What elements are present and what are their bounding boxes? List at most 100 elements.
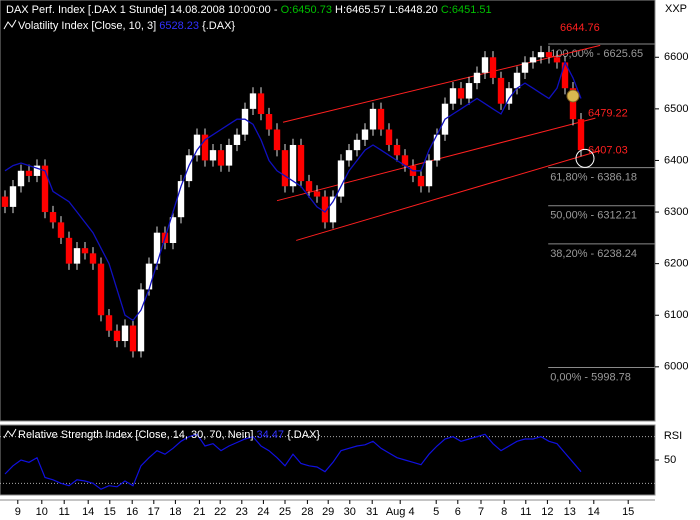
x-tick-label: 28 — [301, 506, 313, 518]
title-hl: H:6465.57 L:6448.20 — [335, 4, 438, 16]
candle-body — [313, 191, 321, 197]
candle-body — [401, 155, 409, 166]
candle-body — [217, 150, 225, 166]
x-tick-label: 15 — [104, 506, 116, 518]
fib-label: 0,00% - 5998.78 — [550, 371, 631, 383]
candle-body — [249, 93, 257, 109]
legend-icon — [3, 19, 17, 30]
candle-body — [569, 88, 577, 120]
price-marker: 6407.03 — [588, 145, 628, 157]
plot-layer: 6000 6100 6200 6300 6400 6500 6600 9 10 11 14 15 16 1… — [0, 22, 688, 518]
candle-body — [73, 248, 81, 264]
candle-body — [169, 217, 177, 244]
candle-body — [153, 232, 161, 264]
x-tick-label: 29 — [322, 506, 334, 518]
rsi-value: 34.47 — [256, 429, 284, 441]
price-marker: 6644.76 — [560, 22, 600, 34]
x-tick-label: 14 — [82, 506, 94, 518]
price-marker: 6479.22 — [588, 107, 628, 119]
candle-body — [481, 57, 489, 73]
candle-body — [377, 108, 385, 130]
candle-body — [241, 108, 249, 135]
legend-name: Volatility Index [Close, 10, 3] — [18, 20, 156, 32]
candle-body — [129, 325, 137, 352]
candle-body — [289, 144, 297, 187]
candle-body — [361, 129, 369, 140]
y-tick-label: 6500 — [664, 103, 688, 115]
fib-label: 61,80% - 6386.18 — [550, 171, 637, 183]
candle-body — [329, 196, 337, 223]
x-tick-label: 24 — [257, 506, 269, 518]
fib-label: 100,00% - 6625.65 — [550, 48, 643, 60]
candle-body — [89, 253, 97, 264]
candle-body — [1, 196, 9, 207]
y-tick-label: 6000 — [664, 361, 688, 373]
y-tick-label: 6600 — [664, 51, 688, 63]
fib-label: 50,00% - 6312.21 — [550, 210, 637, 222]
candle-body — [233, 134, 241, 145]
x-tick-label: 8 — [501, 506, 507, 518]
volatility-line — [4, 60, 582, 322]
candle-body — [393, 144, 401, 156]
x-tick-label: 5 — [433, 506, 439, 518]
x-tick-label: 13 — [564, 506, 576, 518]
x-tick-label: 16 — [126, 506, 138, 518]
candle-body — [345, 150, 353, 161]
main-title: DAX Perf. Index [.DAX 1 Stunde] 14.08.20… — [6, 4, 492, 16]
marker — [575, 148, 595, 168]
candle-body — [297, 144, 305, 182]
x-tick-label: 10 — [36, 506, 48, 518]
candle-body — [17, 170, 25, 187]
x-tick-label: 9 — [15, 506, 21, 518]
candle-body — [489, 57, 497, 78]
candle-body — [97, 263, 105, 316]
candle-body — [505, 88, 513, 104]
x-tick-label: 12 — [541, 506, 553, 518]
channel-line — [296, 150, 601, 241]
candle-body — [113, 330, 121, 342]
candle-body — [521, 62, 529, 73]
x-tick-label: 31 — [366, 506, 378, 518]
volatility-legend: Volatility Index [Close, 10, 3] 6528.23 … — [18, 20, 235, 32]
candle-body — [457, 88, 465, 99]
candle-body — [9, 186, 17, 207]
candle-body — [105, 315, 113, 331]
candle-body — [465, 83, 473, 99]
x-tick-label: Aug 4 — [386, 506, 415, 518]
candle-body — [473, 72, 481, 84]
candle-body — [529, 57, 537, 63]
candle-body — [57, 222, 65, 238]
candle-body — [305, 181, 313, 192]
candle-body — [209, 150, 217, 161]
legend-value: 6528.23 — [159, 20, 199, 32]
candle-body — [545, 52, 553, 58]
candle-body — [425, 160, 433, 187]
x-tick-label: 17 — [148, 506, 160, 518]
channel-line — [282, 44, 601, 123]
rsi-suffix: {.DAX} — [287, 429, 320, 441]
candle-body — [273, 129, 281, 151]
x-tick-label: 18 — [169, 506, 181, 518]
candle-body — [193, 134, 201, 156]
rsi-line — [4, 433, 582, 490]
fib-label: 38,20% - 6238.24 — [550, 248, 637, 260]
x-tick-label: 21 — [193, 506, 205, 518]
candle-body — [449, 88, 457, 104]
candle-body — [33, 165, 41, 176]
x-tick-label: 7 — [478, 506, 484, 518]
x-tick-label: 30 — [344, 506, 356, 518]
x-tick-label: 25 — [279, 506, 291, 518]
candle-body — [369, 108, 377, 130]
candle-body — [497, 77, 505, 104]
y-tick-label: 6400 — [664, 154, 688, 166]
y-tick-label: 6300 — [664, 206, 688, 218]
candle-body — [137, 289, 145, 352]
candle-body — [265, 114, 273, 130]
candle-body — [281, 150, 289, 187]
x-tick-label: 22 — [214, 506, 226, 518]
candle-body — [561, 62, 569, 89]
candle-body — [25, 170, 33, 176]
marker — [566, 89, 580, 103]
candle-body — [121, 325, 129, 342]
